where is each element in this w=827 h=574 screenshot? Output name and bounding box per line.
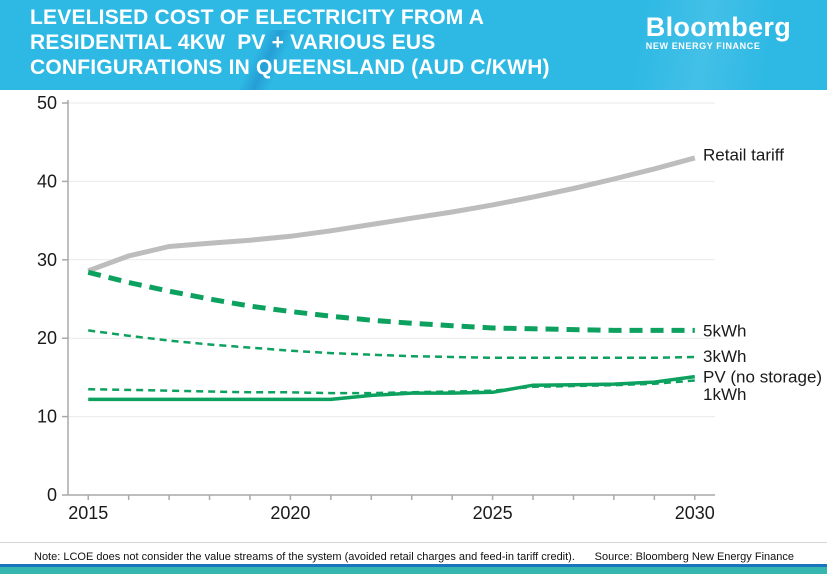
bottom-accent-bar <box>0 564 827 574</box>
y-tick-label-50: 50 <box>37 93 57 113</box>
y-tick-label-30: 30 <box>37 250 57 270</box>
series-line-retail-tariff <box>87 155 696 274</box>
series-label-pv-no-storage: PV (no storage) <box>703 368 822 387</box>
footnote: Note: LCOE does not consider the value s… <box>34 551 575 563</box>
series-line-3kwh <box>88 329 695 360</box>
series-line-1kwh <box>88 379 695 395</box>
series-label-5kwh: 5kWh <box>703 321 746 340</box>
x-tick-label-2025: 2025 <box>473 503 513 523</box>
x-tick-label-2020: 2020 <box>270 503 310 523</box>
y-tick-label-20: 20 <box>37 328 57 348</box>
bloomberg-logo: Bloomberg NEW ENERGY FINANCE <box>646 13 791 51</box>
y-tick-label-10: 10 <box>37 407 57 427</box>
page-title-line-1: LEVELISED COST OF ELECTRICITY FROM A <box>30 6 485 29</box>
bloomberg-logo-wordmark: Bloomberg <box>645 12 791 42</box>
source-credit: Source: Bloomberg New Energy Finance <box>594 551 794 563</box>
x-tick-label-2015: 2015 <box>68 503 108 523</box>
series-label-3kwh: 3kWh <box>703 347 746 366</box>
series-label-1kwh: 1kWh <box>703 385 746 404</box>
footer-divider <box>0 542 827 543</box>
y-tick-label-40: 40 <box>37 171 57 191</box>
page-title-line-3: CONFIGURATIONS IN QUEENSLAND (AUD C/KWH) <box>30 56 550 79</box>
series-label-retail-tariff: Retail tariff <box>703 146 784 165</box>
page-title-line-2: RESIDENTIAL 4KW PV + VARIOUS EUS <box>30 31 436 54</box>
bloomberg-logo-subtitle: NEW ENERGY FINANCE <box>645 41 761 51</box>
y-tick-label-0: 0 <box>47 485 57 505</box>
series-line-5kwh <box>87 269 695 333</box>
page-title: LEVELISED COST OF ELECTRICITY FROM A RES… <box>30 5 550 80</box>
series-line-pv-no-storage <box>88 374 696 402</box>
x-tick-label-2030: 2030 <box>675 503 715 523</box>
